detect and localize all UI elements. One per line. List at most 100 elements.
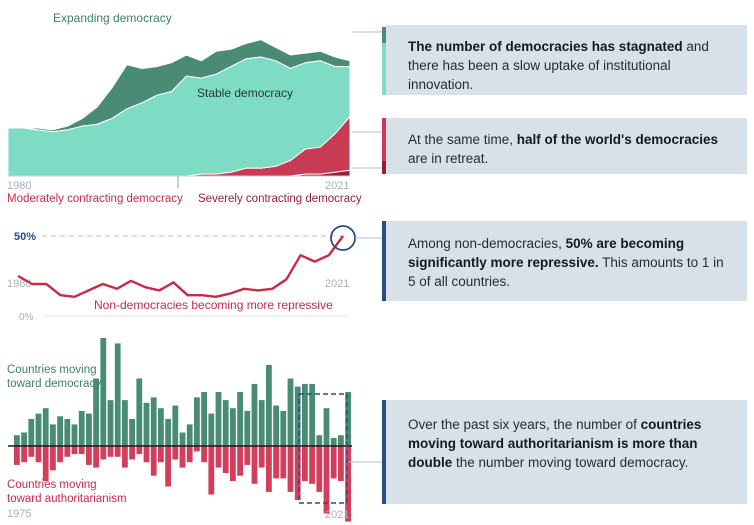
chart3-x-end: 2021 xyxy=(325,509,349,521)
panel-text-segment: half of the world's democracies xyxy=(516,132,719,147)
panel-text-segment: are in retreat. xyxy=(408,151,489,166)
bar-toward-authoritarianism-2005 xyxy=(230,446,236,482)
y-tick-50: 50% xyxy=(14,231,36,243)
key-stable xyxy=(382,43,389,95)
bar-toward-democracy-2021 xyxy=(345,392,351,446)
panel-text-segment: Among non-democracies, xyxy=(408,236,566,251)
bar-toward-democracy-2019 xyxy=(330,437,337,446)
bar-toward-authoritarianism-1987 xyxy=(100,446,107,460)
bar-toward-democracy-2001 xyxy=(201,392,207,446)
recent-years-highlight-box xyxy=(298,393,348,504)
bar-toward-democracy-1980 xyxy=(50,424,56,446)
bar-toward-authoritarianism-1975 xyxy=(14,446,20,465)
bar-toward-authoritarianism-1981 xyxy=(57,446,63,463)
bar-toward-authoritarianism-2001 xyxy=(201,446,207,463)
bar-toward-authoritarianism-2009 xyxy=(258,446,265,468)
y-tick-0: 0% xyxy=(19,312,34,323)
bar-toward-authoritarianism-1978 xyxy=(35,446,42,463)
panel-text-segment: the number moving toward democracy. xyxy=(452,455,689,470)
panel-retreat: At the same time, half of the world's de… xyxy=(386,118,747,174)
bar-toward-democracy-1988 xyxy=(107,400,114,446)
chart2-x-start: 1980 xyxy=(7,278,31,290)
bar-toward-authoritarianism-2014 xyxy=(294,446,301,500)
chart3-x-start: 1975 xyxy=(7,508,31,520)
bar-toward-democracy-2009 xyxy=(258,400,265,446)
bar-toward-democracy-1983 xyxy=(71,424,78,446)
bar-toward-authoritarianism-1995 xyxy=(158,446,164,463)
bar-toward-democracy-1986 xyxy=(93,378,99,446)
bar-toward-authoritarianism-1985 xyxy=(86,446,92,465)
bar-toward-authoritarianism-1983 xyxy=(71,446,78,455)
bar-toward-authoritarianism-1980 xyxy=(50,446,56,471)
bar-toward-authoritarianism-2006 xyxy=(237,446,243,476)
bar-toward-authoritarianism-2015 xyxy=(302,446,308,482)
label-stable: Stable democracy xyxy=(197,86,293,100)
panel-repression: Among non-democracies, 50% are becoming … xyxy=(386,221,747,301)
bar-toward-authoritarianism-1991 xyxy=(129,446,135,460)
bar-toward-democracy-2010 xyxy=(266,365,272,446)
bar-toward-democracy-2018 xyxy=(323,408,330,446)
chart2-x-end: 2021 xyxy=(325,278,349,290)
bar-toward-authoritarianism-2002 xyxy=(208,446,215,495)
bar-toward-authoritarianism-1999 xyxy=(186,446,193,463)
panel-text-segment: and there has been a slow uptake of inst… xyxy=(408,39,709,92)
bar-toward-democracy-1987 xyxy=(100,338,107,446)
bar-toward-authoritarianism-2012 xyxy=(280,446,287,479)
nondemocracy-line-chart: 50% 0% 1980 2021 Non-democracies becomin… xyxy=(7,221,389,323)
bar-toward-authoritarianism-1994 xyxy=(150,446,157,476)
bar-toward-democracy-1976 xyxy=(21,432,27,446)
bar-toward-authoritarianism-1988 xyxy=(107,446,114,457)
panel-text-segment: 50% are becoming significantly more repr… xyxy=(408,236,685,270)
bar-toward-democracy-1984 xyxy=(78,410,85,446)
bar-toward-democracy-2014 xyxy=(294,386,301,446)
bar-toward-democracy-2012 xyxy=(280,410,287,446)
key-nondem xyxy=(382,221,389,301)
label-toward-authoritarianism: Countries moving toward authoritarianism xyxy=(7,479,127,505)
bar-toward-authoritarianism-1979 xyxy=(42,446,49,482)
bar-toward-democracy-2011 xyxy=(273,405,279,446)
label-moderate: Moderately contracting democracy xyxy=(7,193,183,205)
bar-toward-democracy-2005 xyxy=(230,408,236,446)
bar-toward-democracy-1995 xyxy=(158,408,164,446)
bar-toward-authoritarianism-2000 xyxy=(194,446,200,452)
nondemocracy-repressive-line xyxy=(17,235,344,298)
bar-toward-authoritarianism-2013 xyxy=(287,446,294,492)
movement-bar-chart: Countries moving toward democracy Countr… xyxy=(7,338,389,522)
bar-toward-democracy-2002 xyxy=(208,413,215,446)
bar-toward-democracy-1994 xyxy=(150,397,157,446)
bar-toward-authoritarianism-2019 xyxy=(330,446,337,479)
bar-toward-authoritarianism-2017 xyxy=(316,446,323,492)
bar-toward-democracy-1998 xyxy=(179,432,186,446)
democracy-area-chart: Expanding democracy Stable democracy Mod… xyxy=(7,11,362,205)
bar-toward-authoritarianism-1977 xyxy=(28,446,35,457)
bar-toward-authoritarianism-1990 xyxy=(122,446,128,468)
bar-toward-authoritarianism-2021 xyxy=(345,446,351,522)
panel-text-segment: This amounts to 1 in 5 of all countries. xyxy=(408,255,724,289)
panel-text-segment: The number of democracies has stagnated xyxy=(408,39,683,54)
bar-toward-democracy-1992 xyxy=(136,378,143,446)
bar-toward-authoritarianism-1982 xyxy=(64,446,71,457)
bar-toward-democracy-1978 xyxy=(35,413,42,446)
bar-toward-democracy-1991 xyxy=(129,419,135,446)
bar-toward-authoritarianism-1989 xyxy=(114,446,121,457)
key-moderate xyxy=(382,118,389,161)
bar-toward-democracy-2000 xyxy=(194,397,200,446)
bar-toward-authoritarianism-1976 xyxy=(21,446,27,463)
chart1-connectors xyxy=(352,27,389,174)
bar-toward-authoritarianism-1993 xyxy=(143,446,150,463)
bar-toward-authoritarianism-2007 xyxy=(244,446,251,465)
bar-toward-democracy-2008 xyxy=(251,383,258,446)
panel-authoritarianism: Over the past six years, the number of c… xyxy=(386,400,747,504)
bar-toward-democracy-2017 xyxy=(316,435,323,446)
key-bars xyxy=(382,400,389,504)
bar-toward-authoritarianism-2016 xyxy=(309,446,315,484)
panel-text-segment: Over the past six years, the number of xyxy=(408,417,641,432)
bar-toward-democracy-1996 xyxy=(165,419,171,446)
bar-toward-democracy-1990 xyxy=(122,400,128,446)
panel-stagnation-text: The number of democracies has stagnated … xyxy=(408,37,733,94)
bar-toward-authoritarianism-1997 xyxy=(172,446,179,460)
panel-text-segment: At the same time, xyxy=(408,132,517,147)
label-expanding: Expanding democracy xyxy=(53,11,172,25)
bar-toward-democracy-2004 xyxy=(222,400,229,446)
